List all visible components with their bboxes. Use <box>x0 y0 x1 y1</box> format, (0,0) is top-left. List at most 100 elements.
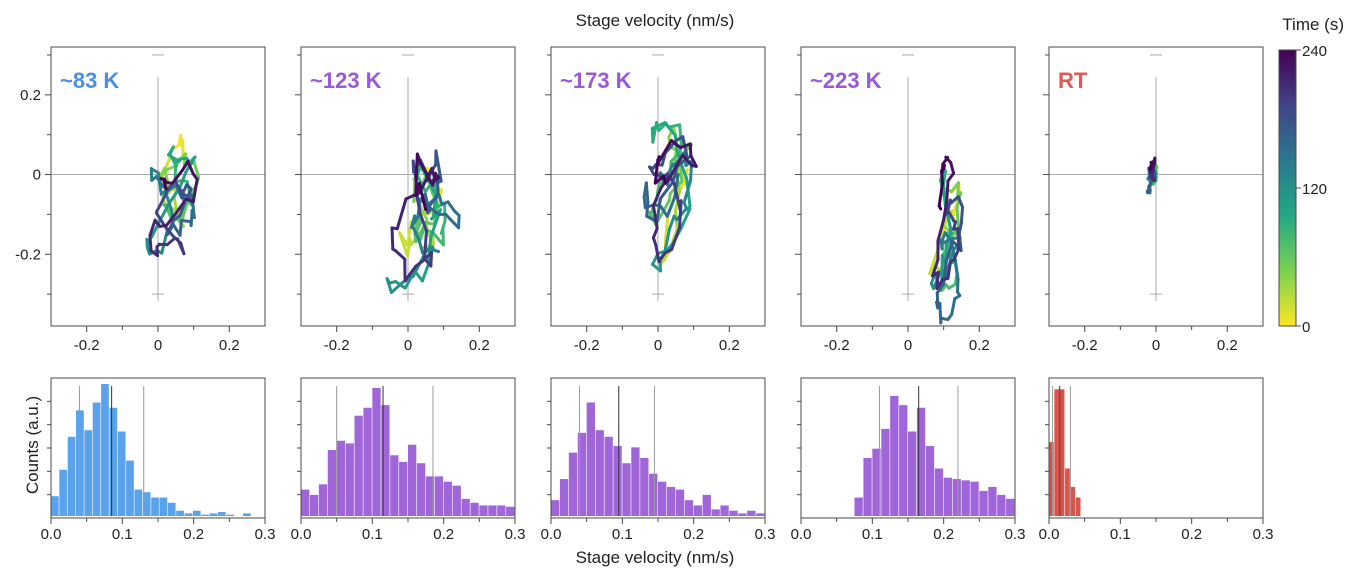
trajectory-segment <box>154 175 165 188</box>
histogram-bar <box>899 405 908 516</box>
trajectory-segment <box>663 121 677 137</box>
colorbar-gradient <box>1278 49 1297 327</box>
histogram-panel-4: 0.0 0.1 0.2 0.3 <box>791 377 1025 543</box>
histogram-bar <box>1006 498 1015 516</box>
trajectory-segment <box>385 277 393 294</box>
bottom-x-axis-label: Stage velocity (nm/s) <box>576 548 735 567</box>
trajectory-line <box>385 149 461 294</box>
histogram-bar <box>551 500 560 516</box>
trajectory-segment <box>179 241 186 256</box>
trajectory-segment <box>665 196 677 218</box>
trajectory-segment <box>395 197 408 231</box>
histogram-bar <box>209 513 218 516</box>
histogram-bar <box>159 497 168 516</box>
trajectory-segment <box>936 218 946 243</box>
trajectory-segment <box>956 226 961 251</box>
x-tick-label: 0 <box>1152 337 1160 354</box>
trajectory-segment <box>191 177 199 204</box>
x-tick-label: 0.2 <box>719 337 740 354</box>
trajectory-segment <box>949 161 956 175</box>
histogram-bar <box>226 514 235 516</box>
histogram-bar <box>151 497 159 516</box>
histogram-bar <box>192 510 201 516</box>
trajectory-segment <box>415 218 424 233</box>
trajectory-segment <box>394 249 407 261</box>
histogram-bar <box>134 489 143 516</box>
x-tick-label: 0.1 <box>612 526 633 543</box>
trajectory-segment <box>660 151 667 167</box>
histogram-bar <box>109 407 118 516</box>
trajectory-segment <box>937 204 943 211</box>
histogram-bar <box>997 494 1006 516</box>
histogram-bar <box>720 505 729 516</box>
trajectory-segment <box>173 179 182 191</box>
histogram-bar <box>1054 389 1060 516</box>
trajectory-segment <box>148 234 153 253</box>
trajectory-segment <box>181 159 190 171</box>
trajectory-panel-5: -0.2 0 0.2 RT <box>1043 46 1264 354</box>
x-tick-label: 0.3 <box>755 526 776 543</box>
trajectory-segment <box>175 197 188 214</box>
x-tick-label: -0.2 <box>324 337 350 354</box>
trajectory-panel-4: -0.2 0 0.2 ~223 K <box>795 46 1016 354</box>
histogram-bar <box>702 494 711 516</box>
trajectory-segment <box>663 227 671 253</box>
x-tick-label: 0.2 <box>933 526 954 543</box>
trajectory-segment <box>944 239 955 263</box>
histogram-bar <box>470 502 479 516</box>
histogram-bar <box>1075 497 1081 516</box>
trajectory-segment <box>654 243 661 264</box>
trajectory-segment <box>446 200 456 213</box>
histogram-bar <box>934 468 944 516</box>
trajectory-segment <box>955 206 960 229</box>
histogram-bar <box>961 480 970 516</box>
x-tick-label: 0.0 <box>291 526 312 543</box>
y-tick-label: 0.2 <box>20 87 41 104</box>
trajectory-segment <box>679 168 689 189</box>
trajectory-segment <box>398 231 410 258</box>
histogram-bar <box>943 477 952 516</box>
trajectory-segment <box>410 215 420 229</box>
histogram-bar <box>622 463 631 516</box>
histogram-bar <box>242 513 251 516</box>
trajectory-line <box>928 155 965 325</box>
trajectory-segment <box>443 212 461 230</box>
trajectory-line <box>1145 156 1159 195</box>
histogram-bar <box>497 505 506 516</box>
panel-label: ~83 K <box>60 68 119 93</box>
histogram-bar <box>675 489 685 516</box>
histogram-bar <box>408 444 417 516</box>
histogram-bar <box>217 512 226 516</box>
histogram-bar <box>479 505 488 516</box>
trajectory-segment <box>178 170 188 190</box>
colorbar: 240 120 0 <box>1278 43 1327 336</box>
histogram-panel-2: 0.0 0.1 0.2 0.3 <box>291 377 525 543</box>
trajectory-segment <box>671 164 679 184</box>
histogram-bar <box>443 481 452 516</box>
x-tick-label: 0.1 <box>112 526 133 543</box>
histogram-bar <box>101 384 109 516</box>
histogram-bar <box>1070 486 1076 516</box>
trajectory-segment <box>170 167 185 185</box>
trajectory-segment <box>165 236 177 247</box>
histogram-bar <box>979 490 988 516</box>
histogram-bar <box>345 443 354 516</box>
x-tick-label: 0.3 <box>1253 526 1274 543</box>
trajectory-segment <box>439 219 447 235</box>
x-tick-label: 0.0 <box>791 526 812 543</box>
trajectory-segment <box>644 181 650 204</box>
histogram-bar <box>309 494 319 516</box>
histogram-bar <box>184 513 193 516</box>
trajectory-segment <box>145 237 150 250</box>
x-tick-label: 0.2 <box>469 337 490 354</box>
trajectory-segment <box>955 277 960 294</box>
trajectory-segment <box>959 205 965 225</box>
histogram-bar <box>738 513 747 516</box>
histogram-bar <box>568 452 578 516</box>
histogram-bar <box>176 510 184 516</box>
x-tick-label: 0 <box>154 337 162 354</box>
histogram-bar <box>925 446 935 516</box>
histogram-bar <box>631 447 640 516</box>
trajectory-segment <box>418 212 428 233</box>
bottom-y-axis-label: Counts (a.u.) <box>23 396 42 494</box>
